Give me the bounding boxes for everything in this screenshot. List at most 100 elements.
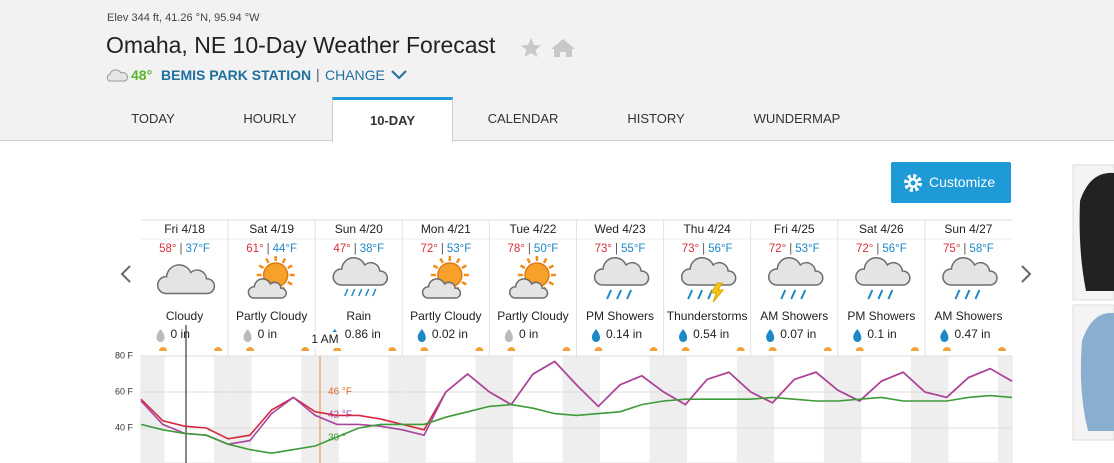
sunrise-dot	[246, 347, 255, 351]
condition: PM Showers	[847, 309, 915, 323]
icon-rain	[372, 288, 377, 297]
condition: Thunderstorms	[667, 309, 748, 323]
night-band	[998, 356, 1012, 463]
next-arrow[interactable]	[1021, 265, 1032, 283]
hi-lo: 72° | 56°F	[856, 243, 907, 255]
annotation-bg	[309, 332, 341, 348]
tab[interactable]: CALENDAR	[487, 111, 559, 126]
hi-lo: 73° | 55°F	[595, 243, 646, 255]
tab[interactable]: TODAY	[131, 111, 175, 126]
day-date: Wed 4/23	[594, 222, 645, 236]
sunset-dot	[910, 347, 919, 351]
high-temp: 72°	[420, 243, 437, 255]
elevation: Elev 344 ft, 41.26 °N, 95.94 °W	[107, 12, 260, 24]
night-band	[576, 356, 601, 463]
tab[interactable]: 10-DAY	[332, 97, 453, 142]
day-date: Sun 4/27	[944, 222, 992, 236]
low-temp: 53°F	[447, 243, 471, 255]
precip-drop	[940, 329, 949, 342]
high-temp: 75°	[943, 243, 960, 255]
low-temp: 55°F	[621, 243, 645, 255]
icon-cloud	[942, 257, 998, 286]
night-band	[141, 356, 165, 463]
icon-ray	[287, 264, 293, 270]
precip-drop	[243, 329, 252, 342]
hi-lo: 78° | 50°F	[508, 243, 559, 255]
temp-line	[140, 360, 1013, 446]
precip: 0.14 in	[606, 327, 642, 341]
condition: PM Showers	[586, 309, 654, 323]
icon-rain	[877, 289, 884, 300]
hi-lo-separator: |	[441, 243, 444, 255]
high-temp: 72°	[856, 243, 873, 255]
night-band	[562, 356, 577, 463]
icon-rain	[687, 289, 694, 300]
temp-line	[140, 394, 1013, 455]
y-tick-label: 80 F	[115, 350, 134, 360]
icon-ray	[548, 280, 555, 286]
condition: Rain	[346, 309, 371, 323]
icon-rain	[707, 289, 714, 300]
precip: 0 in	[519, 327, 538, 341]
icon-ray	[287, 280, 293, 286]
change-chevron[interactable]	[390, 69, 408, 81]
high-temp: 78°	[508, 243, 525, 255]
precip-drop	[156, 329, 165, 342]
night-band	[214, 356, 229, 463]
annotation: 1 AM	[311, 332, 338, 346]
low-temp: 38°F	[360, 243, 384, 255]
sunrise-dot	[681, 347, 690, 351]
sunrise-dot	[420, 347, 429, 351]
precip: 0.86 in	[345, 327, 381, 341]
customize-button[interactable]: Customize	[891, 162, 1011, 203]
icon-ray	[281, 257, 287, 264]
icon-rain	[790, 289, 797, 300]
sunset-dot	[562, 347, 571, 351]
sunset-dot	[388, 347, 397, 351]
night-band	[736, 356, 751, 463]
icon-ray	[542, 257, 548, 264]
icon-rain	[954, 289, 961, 300]
sunrise-dot	[855, 347, 864, 351]
prev-arrow[interactable]	[120, 265, 131, 283]
day-date: Fri 4/18	[164, 222, 205, 236]
night-band	[388, 356, 403, 463]
day-date: Mon 4/21	[421, 222, 471, 236]
station[interactable]: BEMIS PARK STATION	[161, 67, 312, 83]
hi-lo-separator: |	[354, 243, 357, 255]
hi-lo-separator: |	[963, 243, 966, 255]
sunset-dot	[823, 347, 832, 351]
title-icons[interactable]	[519, 36, 579, 60]
icon-ray	[432, 264, 439, 270]
hi-lo: 72° | 53°F	[769, 243, 820, 255]
precip-drop	[766, 329, 775, 342]
tab[interactable]: HOURLY	[243, 111, 297, 126]
icon-cloud	[508, 278, 549, 299]
icon-cloud	[156, 264, 216, 295]
sunrise-dot	[507, 347, 516, 351]
night-band	[750, 356, 775, 463]
tab[interactable]: WUNDERMAP	[753, 111, 841, 126]
sunrise-dot	[942, 347, 951, 351]
y-tick-label: 40 F	[115, 422, 134, 432]
day-date: Fri 4/25	[774, 222, 815, 236]
hi-lo-separator: |	[528, 243, 531, 255]
condition: Partly Cloudy	[410, 309, 481, 323]
precip: 0.07 in	[780, 327, 816, 341]
customize-label: Customize	[929, 174, 996, 190]
night-band	[663, 356, 688, 463]
tab[interactable]: HISTORY	[627, 111, 685, 126]
condition: Partly Cloudy	[236, 309, 307, 323]
icon-ray	[461, 264, 467, 270]
high-temp: 73°	[595, 243, 612, 255]
icon-ray	[455, 257, 461, 264]
hi-lo-separator: |	[702, 243, 705, 255]
hi-lo: 72° | 53°F	[420, 243, 471, 255]
change-link[interactable]: CHANGE	[325, 67, 385, 83]
high-temp: 47°	[333, 243, 350, 255]
y-tick-label: 60 F	[115, 386, 134, 396]
low-temp: 56°F	[882, 243, 906, 255]
day-date: Thu 4/24	[683, 222, 731, 236]
icon-bolt	[710, 282, 725, 303]
